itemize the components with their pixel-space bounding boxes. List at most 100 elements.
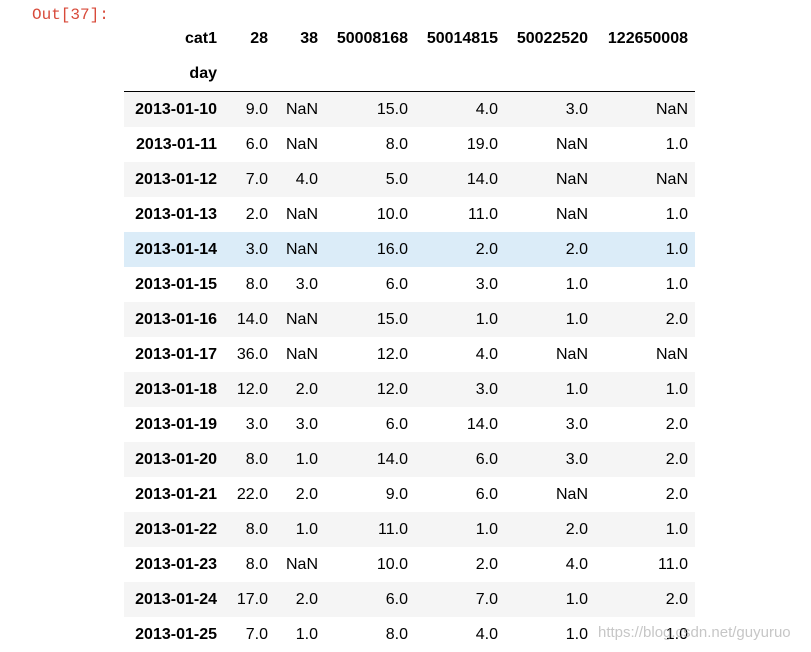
table-cell: NaN: [285, 346, 318, 363]
table-cell: 2.0: [565, 521, 588, 538]
table-cell: 8.0: [385, 136, 408, 153]
table-cell: 5.0: [385, 171, 408, 188]
table-row: [124, 582, 695, 617]
table-cell: NaN: [285, 206, 318, 223]
table-cell: NaN: [285, 136, 318, 153]
table-cell: NaN: [555, 486, 588, 503]
header-rule: [124, 91, 695, 92]
table-cell: 1.0: [665, 241, 688, 258]
table-cell: 2.0: [665, 416, 688, 433]
table-cell: 4.0: [475, 626, 498, 643]
row-index: 2013-01-10: [135, 101, 217, 118]
table-cell: 6.0: [385, 591, 408, 608]
table-cell: NaN: [655, 101, 688, 118]
row-index: 2013-01-12: [135, 171, 217, 188]
column-name: cat1: [184, 30, 217, 47]
table-cell: 2.0: [665, 311, 688, 328]
table-cell: 1.0: [295, 626, 318, 643]
row-index: 2013-01-20: [135, 451, 217, 468]
table-cell: 2.0: [665, 486, 688, 503]
table-cell: NaN: [655, 346, 688, 363]
table-cell: 7.0: [475, 591, 498, 608]
table-cell: 2.0: [245, 206, 268, 223]
table-row: [124, 162, 695, 197]
column-header: 50014815: [426, 30, 498, 47]
table-cell: 1.0: [665, 521, 688, 538]
table-cell: 6.0: [385, 276, 408, 293]
table-cell: 22.0: [236, 486, 268, 503]
table-cell: 1.0: [295, 451, 318, 468]
column-header: 38: [300, 30, 318, 47]
row-index: 2013-01-19: [135, 416, 217, 433]
table-cell: 8.0: [245, 556, 268, 573]
column-header: 28: [250, 30, 268, 47]
row-index: 2013-01-13: [135, 206, 217, 223]
table-row: [124, 547, 695, 582]
table-cell: NaN: [555, 346, 588, 363]
column-header: 50008168: [336, 30, 408, 47]
table-cell: 14.0: [466, 416, 498, 433]
table-row: [124, 372, 695, 407]
table-cell: 1.0: [565, 626, 588, 643]
row-index: 2013-01-23: [135, 556, 217, 573]
table-cell: 2.0: [665, 591, 688, 608]
row-index: 2013-01-15: [135, 276, 217, 293]
table-cell: NaN: [285, 556, 318, 573]
table-cell: 11.0: [378, 521, 408, 538]
table-cell: NaN: [285, 311, 318, 328]
table-cell: 9.0: [385, 486, 408, 503]
table-cell: 1.0: [665, 381, 688, 398]
table-cell: 1.0: [565, 381, 588, 398]
table-cell: 6.0: [475, 451, 498, 468]
table-cell: 3.0: [245, 241, 268, 258]
table-cell: 1.0: [475, 311, 498, 328]
table-cell: 14.0: [376, 451, 408, 468]
table-cell: 1.0: [565, 591, 588, 608]
table-cell: 8.0: [245, 276, 268, 293]
table-cell: 2.0: [295, 486, 318, 503]
table-cell: 17.0: [236, 591, 268, 608]
table-row: [124, 267, 695, 302]
row-index: 2013-01-18: [135, 381, 217, 398]
table-cell: 4.0: [475, 101, 498, 118]
table-cell: 11.0: [468, 206, 498, 223]
row-index: 2013-01-25: [135, 626, 217, 643]
output-prompt: Out[37]:: [32, 6, 109, 24]
table-row: [124, 617, 695, 652]
table-cell: 19.0: [466, 136, 498, 153]
table-cell: 3.0: [565, 101, 588, 118]
table-cell: 14.0: [466, 171, 498, 188]
table-cell: 4.0: [295, 171, 318, 188]
table-cell: 1.0: [665, 206, 688, 223]
table-cell: NaN: [655, 171, 688, 188]
table-cell: 14.0: [236, 311, 268, 328]
table-cell: 4.0: [565, 556, 588, 573]
table-cell: 6.0: [475, 486, 498, 503]
table-cell: 7.0: [245, 171, 268, 188]
row-index: 2013-01-22: [135, 521, 217, 538]
table-cell: 7.0: [245, 626, 268, 643]
row-index: 2013-01-17: [135, 346, 217, 363]
row-index: 2013-01-11: [136, 136, 217, 153]
column-header: 122650008: [607, 30, 688, 47]
watermark: https://blog.csdn.net/guyuruo: [598, 624, 791, 641]
table-cell: NaN: [285, 101, 318, 118]
table-row: [124, 337, 695, 372]
table-row: [124, 92, 695, 127]
table-cell: 3.0: [565, 451, 588, 468]
table-cell: NaN: [555, 206, 588, 223]
table-cell: 15.0: [376, 101, 408, 118]
table-cell: 12.0: [376, 346, 408, 363]
table-cell: 2.0: [295, 381, 318, 398]
table-cell: NaN: [555, 171, 588, 188]
row-index: 2013-01-24: [135, 591, 217, 608]
table-row: [124, 477, 695, 512]
table-cell: 1.0: [565, 276, 588, 293]
table-cell: 6.0: [385, 416, 408, 433]
table-cell: 12.0: [376, 381, 408, 398]
table-cell: 8.0: [385, 626, 408, 643]
table-cell: 10.0: [376, 556, 408, 573]
table-cell: 8.0: [245, 451, 268, 468]
row-index: 2013-01-16: [135, 311, 217, 328]
